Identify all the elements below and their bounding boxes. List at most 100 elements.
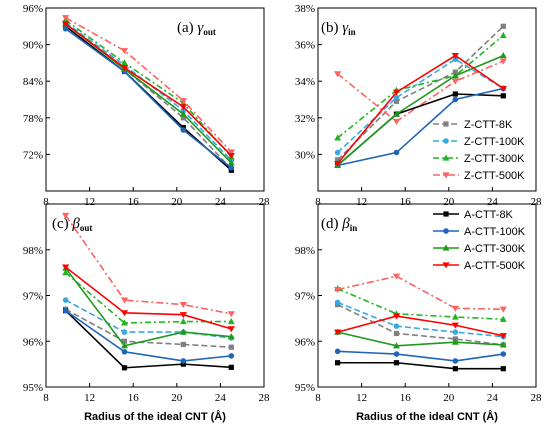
x-tick-label: 8 <box>315 392 321 404</box>
y-tick-label: 97% <box>295 291 315 303</box>
legends: Z-CTT-8K Z-CTT-100K Z-CTT-300K Z-CTT-500K A-… <box>433 119 526 272</box>
data-point <box>227 311 235 318</box>
x-tick-label: 20 <box>171 392 183 404</box>
data-point <box>227 317 235 325</box>
data-point <box>227 153 235 160</box>
legend-marker <box>443 228 449 234</box>
data-point <box>228 353 235 359</box>
series-line <box>337 301 504 338</box>
series-line <box>65 272 232 324</box>
legend-label: A-CTT-500K <box>464 260 526 272</box>
data-point <box>334 134 342 141</box>
series-line <box>65 310 232 369</box>
legend-marker <box>442 244 450 251</box>
series-line <box>65 19 232 158</box>
data-point <box>451 313 459 320</box>
series-line <box>337 361 504 370</box>
data-point <box>179 110 187 117</box>
series-line <box>65 17 232 153</box>
data-point <box>180 127 187 133</box>
series-line <box>65 266 232 330</box>
legend-item: Z-CTT-300K <box>433 153 525 165</box>
series-line <box>337 34 504 139</box>
data-point <box>334 348 341 355</box>
series-a-ctt-300k-panel-a <box>62 20 235 166</box>
series-line <box>337 303 504 346</box>
series-a-ctt-100k-panel-d <box>334 348 507 364</box>
x-tick-label: 20 <box>171 196 183 208</box>
series-line <box>337 58 504 154</box>
data-point <box>180 115 186 121</box>
data-point <box>452 56 459 63</box>
series-line <box>64 214 232 315</box>
series-a-ctt-8k-panel-d <box>335 360 506 372</box>
data-point <box>180 361 186 367</box>
x-tick-label: 12 <box>84 196 95 208</box>
y-tick-label: 34% <box>295 76 315 88</box>
series-z-ctt-8k-panel-b <box>335 23 506 163</box>
series-line <box>65 299 232 339</box>
series-line <box>337 25 504 161</box>
data-point <box>121 329 128 335</box>
data-point <box>180 341 186 348</box>
x-tick-label: 24 <box>487 392 499 404</box>
legend-label: A-CTT-100K <box>464 226 526 238</box>
data-point <box>227 333 235 340</box>
data-point <box>334 149 341 156</box>
data-point <box>179 104 187 111</box>
legend-marker <box>442 262 450 269</box>
data-point <box>121 338 128 344</box>
series-line <box>337 60 504 123</box>
data-point <box>452 69 458 75</box>
legend-item: Z-CTT-8K <box>433 119 513 131</box>
series-a-ctt-500k-panel-d <box>334 313 507 340</box>
data-point <box>452 96 459 103</box>
series-a-ctt-100k-panel-a <box>62 25 235 171</box>
y-tick-label: 98% <box>23 245 43 257</box>
data-point <box>500 351 507 357</box>
data-point <box>228 364 234 370</box>
data-point <box>120 310 129 317</box>
data-point <box>499 58 507 65</box>
legend-label: Z-CTT-8K <box>464 119 513 131</box>
data-point <box>452 358 459 364</box>
series-line <box>337 54 504 165</box>
series-line <box>337 350 504 362</box>
data-point <box>499 341 507 348</box>
x-tick-label: 16 <box>400 392 412 404</box>
data-point <box>62 212 70 219</box>
legend-item: Z-CTT-500K <box>433 170 525 182</box>
x-tick-label: 28 <box>259 196 271 208</box>
data-point <box>179 302 187 309</box>
x-tick-label: 20 <box>443 392 455 404</box>
data-point <box>393 149 400 156</box>
legend-marker <box>443 121 449 127</box>
series-line <box>337 87 504 167</box>
x-tick-label: 12 <box>356 392 367 404</box>
legend-marker <box>442 172 450 179</box>
series-line <box>337 315 504 337</box>
series-lines <box>62 15 507 372</box>
data-point <box>334 71 342 78</box>
y-tick-label: 96% <box>23 336 43 348</box>
data-point <box>451 338 459 345</box>
legend-item: A-CTT-300K <box>433 243 526 255</box>
data-point <box>393 323 400 329</box>
panel-c-title: (c) βout <box>52 216 92 233</box>
data-point <box>227 149 235 156</box>
series-a-ctt-100k-panel-c <box>62 307 235 364</box>
data-point <box>121 59 128 66</box>
data-point <box>228 344 234 350</box>
data-point <box>120 48 129 55</box>
y-tick-label: 95% <box>23 382 43 394</box>
y-tick-label: 84% <box>23 76 43 88</box>
series-z-ctt-100k-panel-d <box>334 299 507 340</box>
data-point <box>499 85 507 92</box>
data-point <box>121 365 128 371</box>
data-point <box>451 305 459 312</box>
data-point <box>227 326 235 333</box>
y-tick-label: 72% <box>23 149 43 161</box>
data-point <box>62 307 69 314</box>
x-tick-label: 28 <box>259 392 271 404</box>
